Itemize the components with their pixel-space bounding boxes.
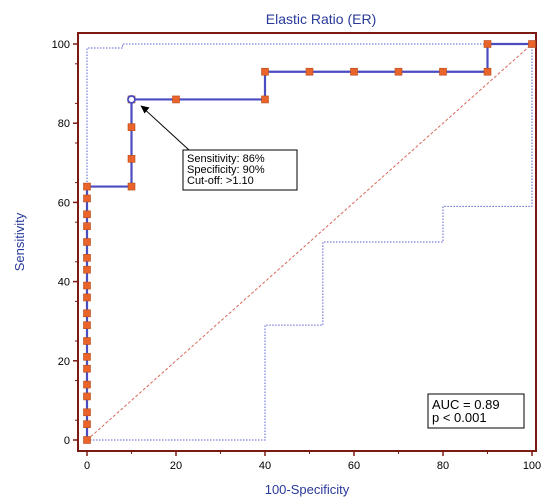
- y-tick-label: 40: [58, 277, 70, 289]
- y-tick-label: 0: [64, 435, 70, 447]
- y-tick-label: 20: [58, 356, 70, 368]
- x-tick-label: 100: [523, 460, 541, 472]
- roc-point: [83, 222, 91, 230]
- annotation-text: Cut-off: >1.10: [187, 175, 254, 187]
- ci-lower-line: [87, 44, 533, 441]
- roc-point: [83, 364, 91, 373]
- roc-point: [83, 420, 91, 428]
- roc-point: [83, 321, 91, 329]
- plot-frame: [77, 32, 537, 452]
- reference-diagonal-line: [86, 43, 533, 441]
- x-tick-label: 60: [348, 460, 360, 472]
- auc-stats-text: p < 0.001: [432, 410, 487, 425]
- plot-area: 0 20 40 60 80 100 0 20 40 60 80 100 Sensitivity: 86%…: [52, 32, 541, 472]
- roc-point: [305, 67, 314, 76]
- roc-point: [83, 436, 91, 444]
- roc-point: [483, 67, 492, 76]
- annotation-arrow-line: [141, 106, 190, 151]
- roc-point: [83, 309, 91, 318]
- roc-point: [127, 182, 136, 191]
- roc-point: [83, 194, 91, 203]
- y-axis-label: Sensitivity: [12, 212, 27, 271]
- annotation-arrow-head: [140, 105, 150, 114]
- roc-point: [83, 293, 91, 302]
- roc-point: [439, 67, 447, 76]
- roc-point: [83, 380, 91, 389]
- roc-point: [350, 67, 358, 76]
- roc-point: [83, 392, 91, 401]
- y-tick-label: 80: [58, 118, 70, 130]
- chart-title: Elastic Ratio (ER): [266, 11, 376, 27]
- roc-point: [127, 123, 136, 131]
- roc-point: [83, 254, 91, 262]
- roc-point: [127, 155, 136, 163]
- x-tick-label: 0: [84, 460, 90, 472]
- roc-point: [483, 40, 492, 48]
- roc-point: [394, 67, 403, 76]
- roc-point: [83, 210, 91, 219]
- roc-point: [83, 337, 91, 345]
- roc-point: [83, 281, 91, 290]
- x-tick-label: 80: [437, 460, 449, 472]
- x-tick-label: 40: [259, 460, 271, 472]
- roc-point: [83, 182, 91, 191]
- roc-point: [261, 95, 269, 104]
- ci-upper-line: [86, 43, 532, 440]
- roc-point: [528, 40, 536, 48]
- auc-stats-box: [427, 393, 525, 429]
- y-tick-label: 60: [58, 197, 70, 209]
- roc-point: [261, 67, 269, 76]
- roc-point: [83, 408, 91, 417]
- roc-point: [83, 353, 91, 361]
- auc-stats-text: AUC = 0.89: [432, 397, 500, 412]
- y-tick-label: 100: [52, 39, 70, 51]
- roc-point: [83, 265, 91, 274]
- roc-point: [172, 95, 180, 104]
- x-axis-label: 100-Specificity: [265, 482, 350, 497]
- optimal-cutoff-point: [127, 95, 136, 104]
- roc-point: [83, 238, 91, 246]
- annotation-box: [182, 149, 298, 191]
- x-tick-label: 20: [170, 460, 182, 472]
- annotation-text: Specificity: 90%: [187, 164, 265, 176]
- annotation-text: Sensitivity: 86%: [187, 153, 265, 165]
